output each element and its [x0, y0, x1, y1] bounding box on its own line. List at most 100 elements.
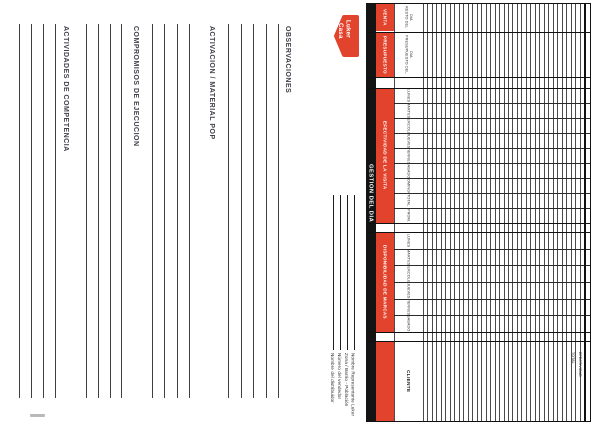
column-header-cell-19 — [394, 332, 423, 341]
section-1-line-2 — [110, 24, 111, 398]
grid-vline-11 — [472, 3, 474, 421]
table-outer-border-1 — [584, 3, 586, 421]
column-header-cell-6: JUEVES — [394, 133, 423, 148]
section-0-line-3 — [55, 24, 56, 398]
col-boundary-5 — [394, 118, 591, 119]
field-label-representante: Nombre Representante Luker — [350, 353, 356, 417]
grid-vline-6 — [449, 3, 451, 421]
col-boundary-6 — [394, 133, 591, 134]
group-boundary-3 — [366, 88, 591, 89]
column-header-label-18: SABADO — [406, 315, 411, 332]
grid-vline-2 — [431, 3, 433, 421]
column-header-label-7: VIERNES — [406, 148, 411, 163]
col-boundary-17 — [394, 299, 591, 300]
column-header-cell-11: PROM. — [394, 208, 423, 223]
field-label-vendedor: Número del vendedor — [337, 353, 342, 400]
group-label-1: PRESUPUESTO — [382, 35, 388, 74]
column-header-label-9: DOMINGO — [406, 178, 411, 193]
casa-luker-logo — [334, 15, 359, 57]
grid-vline-14 — [485, 3, 487, 421]
grid-vline-35 — [579, 3, 581, 421]
col-boundary-15 — [394, 265, 591, 266]
col-boundary-14 — [394, 249, 591, 250]
column-header-label-13: LUNES — [406, 233, 411, 248]
section-3-line-2 — [253, 24, 254, 398]
col-boundary-16 — [394, 282, 591, 283]
grid-vline-15 — [490, 3, 492, 421]
grid-vline-16 — [494, 3, 496, 421]
column-header-cell-10: TOTAL — [394, 193, 423, 208]
column-header-label-0: RESTO DEL DIA — [404, 6, 413, 29]
column-header-cell-9: DOMINGO — [394, 178, 423, 193]
grid-vline-23 — [525, 3, 527, 421]
grid-vline-9 — [463, 3, 465, 421]
grid-vline-34 — [575, 3, 577, 421]
group-boundary-2 — [366, 77, 591, 78]
field-label-zona: Zona / Barrio - Población — [344, 353, 349, 407]
group-boundary-4 — [366, 223, 591, 224]
grid-vline-29 — [552, 3, 554, 421]
grid-vline-7 — [454, 3, 456, 421]
group-band-3: DISPONIBILIDAD DE MARCAS — [376, 232, 394, 332]
section-3-line-3 — [266, 24, 267, 398]
column-header-label-10: TOTAL — [406, 194, 411, 207]
group-band-2: EFECTIVIDAD DE LA VISITA — [376, 88, 394, 223]
column-header-cell-16: JUEVES — [394, 282, 423, 299]
column-header-cell-12 — [394, 223, 423, 232]
col-boundary-11 — [394, 208, 591, 209]
column-header-label-6: JUEVES — [406, 133, 411, 148]
field-label-distribuidor: Nombre del distribuidor — [330, 353, 335, 403]
column-header-label-1: PRESUPUESTO DEL DIA — [404, 35, 413, 74]
section-heading-actividades: ACTIVIDADES DE COMPETENCIA — [62, 26, 69, 152]
group-boundary-1 — [366, 32, 591, 33]
logo-word-casa: Casa — [337, 23, 344, 39]
col-boundary-18 — [394, 315, 591, 316]
section-2-line-1 — [164, 24, 165, 398]
column-header-label-5: MIERCOLES — [406, 118, 411, 133]
group-boundary-8 — [366, 421, 591, 422]
section-2-line-2 — [177, 24, 178, 398]
column-header-cell-4: MARTES — [394, 103, 423, 118]
column-header-label-20: CLIENTE — [406, 369, 412, 393]
col-boundary-9 — [394, 178, 591, 179]
column-header-label-4: MARTES — [406, 103, 411, 118]
column-header-cell-8: SABADO — [394, 163, 423, 178]
col-boundary-7 — [394, 148, 591, 149]
grid-vline-12 — [476, 3, 478, 421]
grid-vline-10 — [467, 3, 469, 421]
column-header-cell-20: CLIENTE — [394, 341, 423, 421]
column-header-cell-2 — [394, 77, 423, 88]
column-header-label-3: LUNES — [406, 88, 411, 103]
table-outer-border-2 — [589, 3, 592, 421]
group-boundary-0 — [366, 3, 591, 4]
grid-vline-21 — [516, 3, 518, 421]
section-0-line-1 — [31, 24, 32, 398]
group-band-1: PRESUPUESTO — [376, 32, 394, 77]
section-3-line-4 — [278, 24, 279, 398]
col-boundary-8 — [394, 163, 591, 164]
grid-vline-31 — [561, 3, 563, 421]
column-header-cell-3: LUNES — [394, 88, 423, 103]
section-0-line-0 — [19, 24, 20, 398]
column-header-cell-0: RESTO DEL DIA — [394, 3, 423, 32]
grid-vline-28 — [548, 3, 550, 421]
field-line-0 — [333, 195, 334, 350]
grid-vline-1 — [427, 3, 429, 421]
grid-vline-24 — [530, 3, 532, 421]
column-header-cell-7: VIERNES — [394, 148, 423, 163]
section-3-line-1 — [241, 24, 242, 398]
column-header-label-14: MARTES — [406, 249, 411, 265]
section-2-line-3 — [189, 24, 190, 398]
column-header-label-15: MIERCOLES — [406, 265, 411, 282]
field-line-2 — [347, 195, 348, 350]
logo-word-luker: Luker — [344, 20, 352, 38]
column-header-cell-14: MARTES — [394, 249, 423, 265]
grid-vline-27 — [543, 3, 545, 421]
column-header-cell-17: VIERNES — [394, 299, 423, 315]
group-label-3: DISPONIBILIDAD DE MARCAS — [382, 245, 388, 319]
column-header-label-11: PROM. — [406, 209, 411, 222]
section-heading-observaciones: OBSERVACIONES — [284, 26, 291, 94]
grid-vline-33 — [570, 3, 572, 421]
grid-vline-13 — [481, 3, 483, 421]
section-2-line-0 — [152, 24, 153, 398]
